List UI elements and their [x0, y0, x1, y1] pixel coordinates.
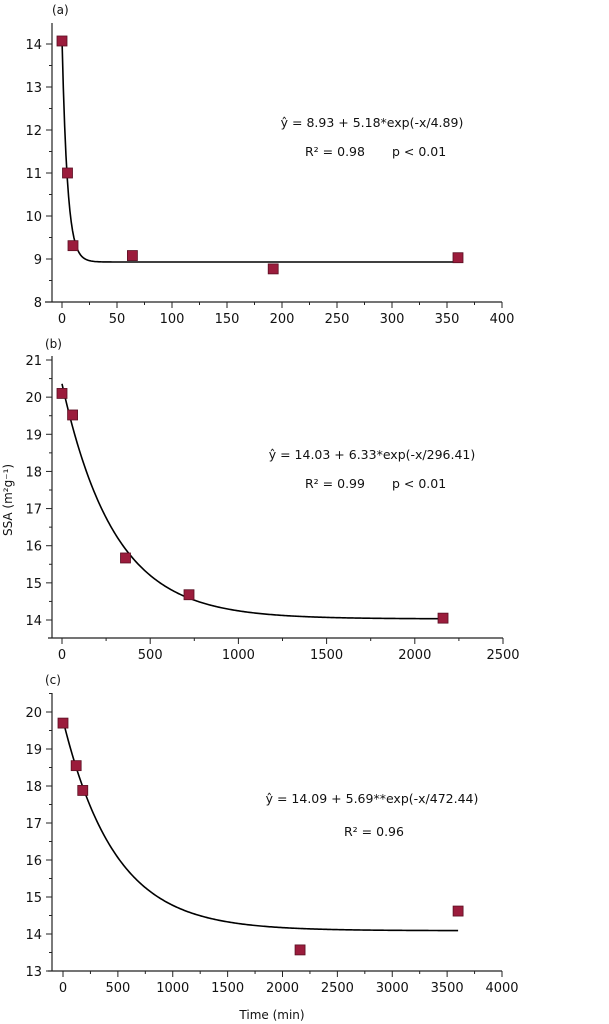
y-tick-label: 13: [25, 81, 42, 96]
y-tick-label: 8: [34, 296, 42, 311]
y-tick-label: 14: [25, 614, 42, 629]
fit-curve: [61, 383, 444, 620]
y-tick-label: 19: [25, 428, 42, 443]
y-tick-label: 15: [25, 577, 42, 592]
r-squared-label: R² = 0.98: [305, 144, 365, 159]
data-point: [57, 717, 69, 729]
panel-c: 13 14 15 16 17 18 19 20 0 500 1000 1500 2000 2500 3000…: [25, 673, 518, 996]
fit-equation: ŷ = 14.09 + 5.69**exp(-x/472.44): [266, 791, 479, 806]
data-point: [452, 252, 464, 264]
r-squared-label: R² = 0.99: [305, 476, 365, 491]
x-tick-label: 3000: [376, 981, 409, 996]
r-squared-label: R² = 0.96: [344, 824, 404, 839]
x-tick-label: 50: [109, 312, 126, 327]
y-tick-label: 12: [25, 124, 42, 139]
y-tick-label: 14: [25, 38, 42, 53]
x-tick-label: 1500: [211, 981, 244, 996]
y-tick-label: 11: [25, 167, 42, 182]
fit-equation: ŷ = 8.93 + 5.18*exp(-x/4.89): [281, 115, 464, 130]
data-point: [452, 905, 464, 917]
x-tick-label: 100: [160, 312, 185, 327]
x-tick-label: 1000: [222, 648, 255, 663]
data-point: [294, 944, 306, 956]
x-tick-label: 350: [435, 312, 460, 327]
data-point: [56, 35, 68, 47]
data-point: [437, 612, 449, 624]
y-tick-label: 16: [25, 854, 42, 869]
x-tick-label: 4000: [485, 981, 518, 996]
x-tick-label: 2500: [321, 981, 354, 996]
x-tick-label: 1000: [156, 981, 189, 996]
x-tick-label: 150: [215, 312, 240, 327]
fit-curve: [61, 39, 458, 263]
panel-a: 8 9 10 11 12 13 14 0 50 100 150 200 250 300 350 400 (a) ŷ…: [25, 3, 514, 327]
y-axis-label: SSA (m²g⁻¹): [1, 464, 15, 536]
fit-curve: [62, 719, 459, 932]
y-tick-label: 20: [25, 391, 42, 406]
y-tick-label: 16: [25, 540, 42, 555]
y-tick-label: 17: [25, 817, 42, 832]
x-tick-label: 400: [490, 312, 515, 327]
data-point: [70, 760, 82, 772]
y-tick-label: 9: [34, 253, 42, 268]
y-tick-label: 19: [25, 743, 42, 758]
y-tick-label: 13: [25, 965, 42, 980]
x-tick-label: 200: [270, 312, 295, 327]
y-tick-label: 18: [25, 780, 42, 795]
x-tick-label: 500: [105, 981, 130, 996]
y-tick-label: 20: [25, 706, 42, 721]
y-tick-label: 10: [25, 210, 42, 225]
x-tick-label: 2000: [266, 981, 299, 996]
p-value-label: p < 0.01: [392, 144, 446, 159]
x-tick-label: 2000: [398, 648, 431, 663]
x-tick-label: 0: [59, 981, 67, 996]
data-point: [67, 409, 78, 421]
x-tick-label: 300: [380, 312, 405, 327]
data-point: [267, 263, 279, 275]
data-point: [183, 589, 195, 601]
p-value-label: p < 0.01: [392, 476, 446, 491]
y-tick-label: 18: [25, 465, 42, 480]
y-tick-label: 21: [25, 354, 42, 369]
panel-label: (a): [52, 3, 69, 17]
data-point: [120, 552, 131, 564]
x-tick-label: 0: [58, 648, 66, 663]
x-tick-label: 250: [325, 312, 350, 327]
data-point: [127, 250, 138, 261]
x-tick-label: 1500: [310, 648, 343, 663]
y-tick-label: 17: [25, 503, 42, 518]
x-tick-label: 500: [138, 648, 163, 663]
data-point: [56, 388, 68, 399]
data-point: [77, 785, 89, 796]
fit-equation: ŷ = 14.03 + 6.33*exp(-x/296.41): [269, 447, 476, 462]
y-tick-label: 15: [25, 891, 42, 906]
panel-label: (c): [45, 673, 61, 687]
x-tick-label: 0: [58, 312, 66, 327]
panel-label: (b): [45, 337, 62, 351]
y-tick-label: 14: [25, 928, 42, 943]
data-point: [67, 240, 79, 252]
x-axis-label: Time (min): [238, 1008, 304, 1022]
data-point: [62, 167, 73, 179]
x-tick-label: 3500: [431, 981, 464, 996]
x-tick-label: 2500: [486, 648, 519, 663]
panel-b: 14 15 16 17 18 19 20 21 0 500 1000 1500 2000 2500 (b) ŷ…: [25, 337, 519, 663]
